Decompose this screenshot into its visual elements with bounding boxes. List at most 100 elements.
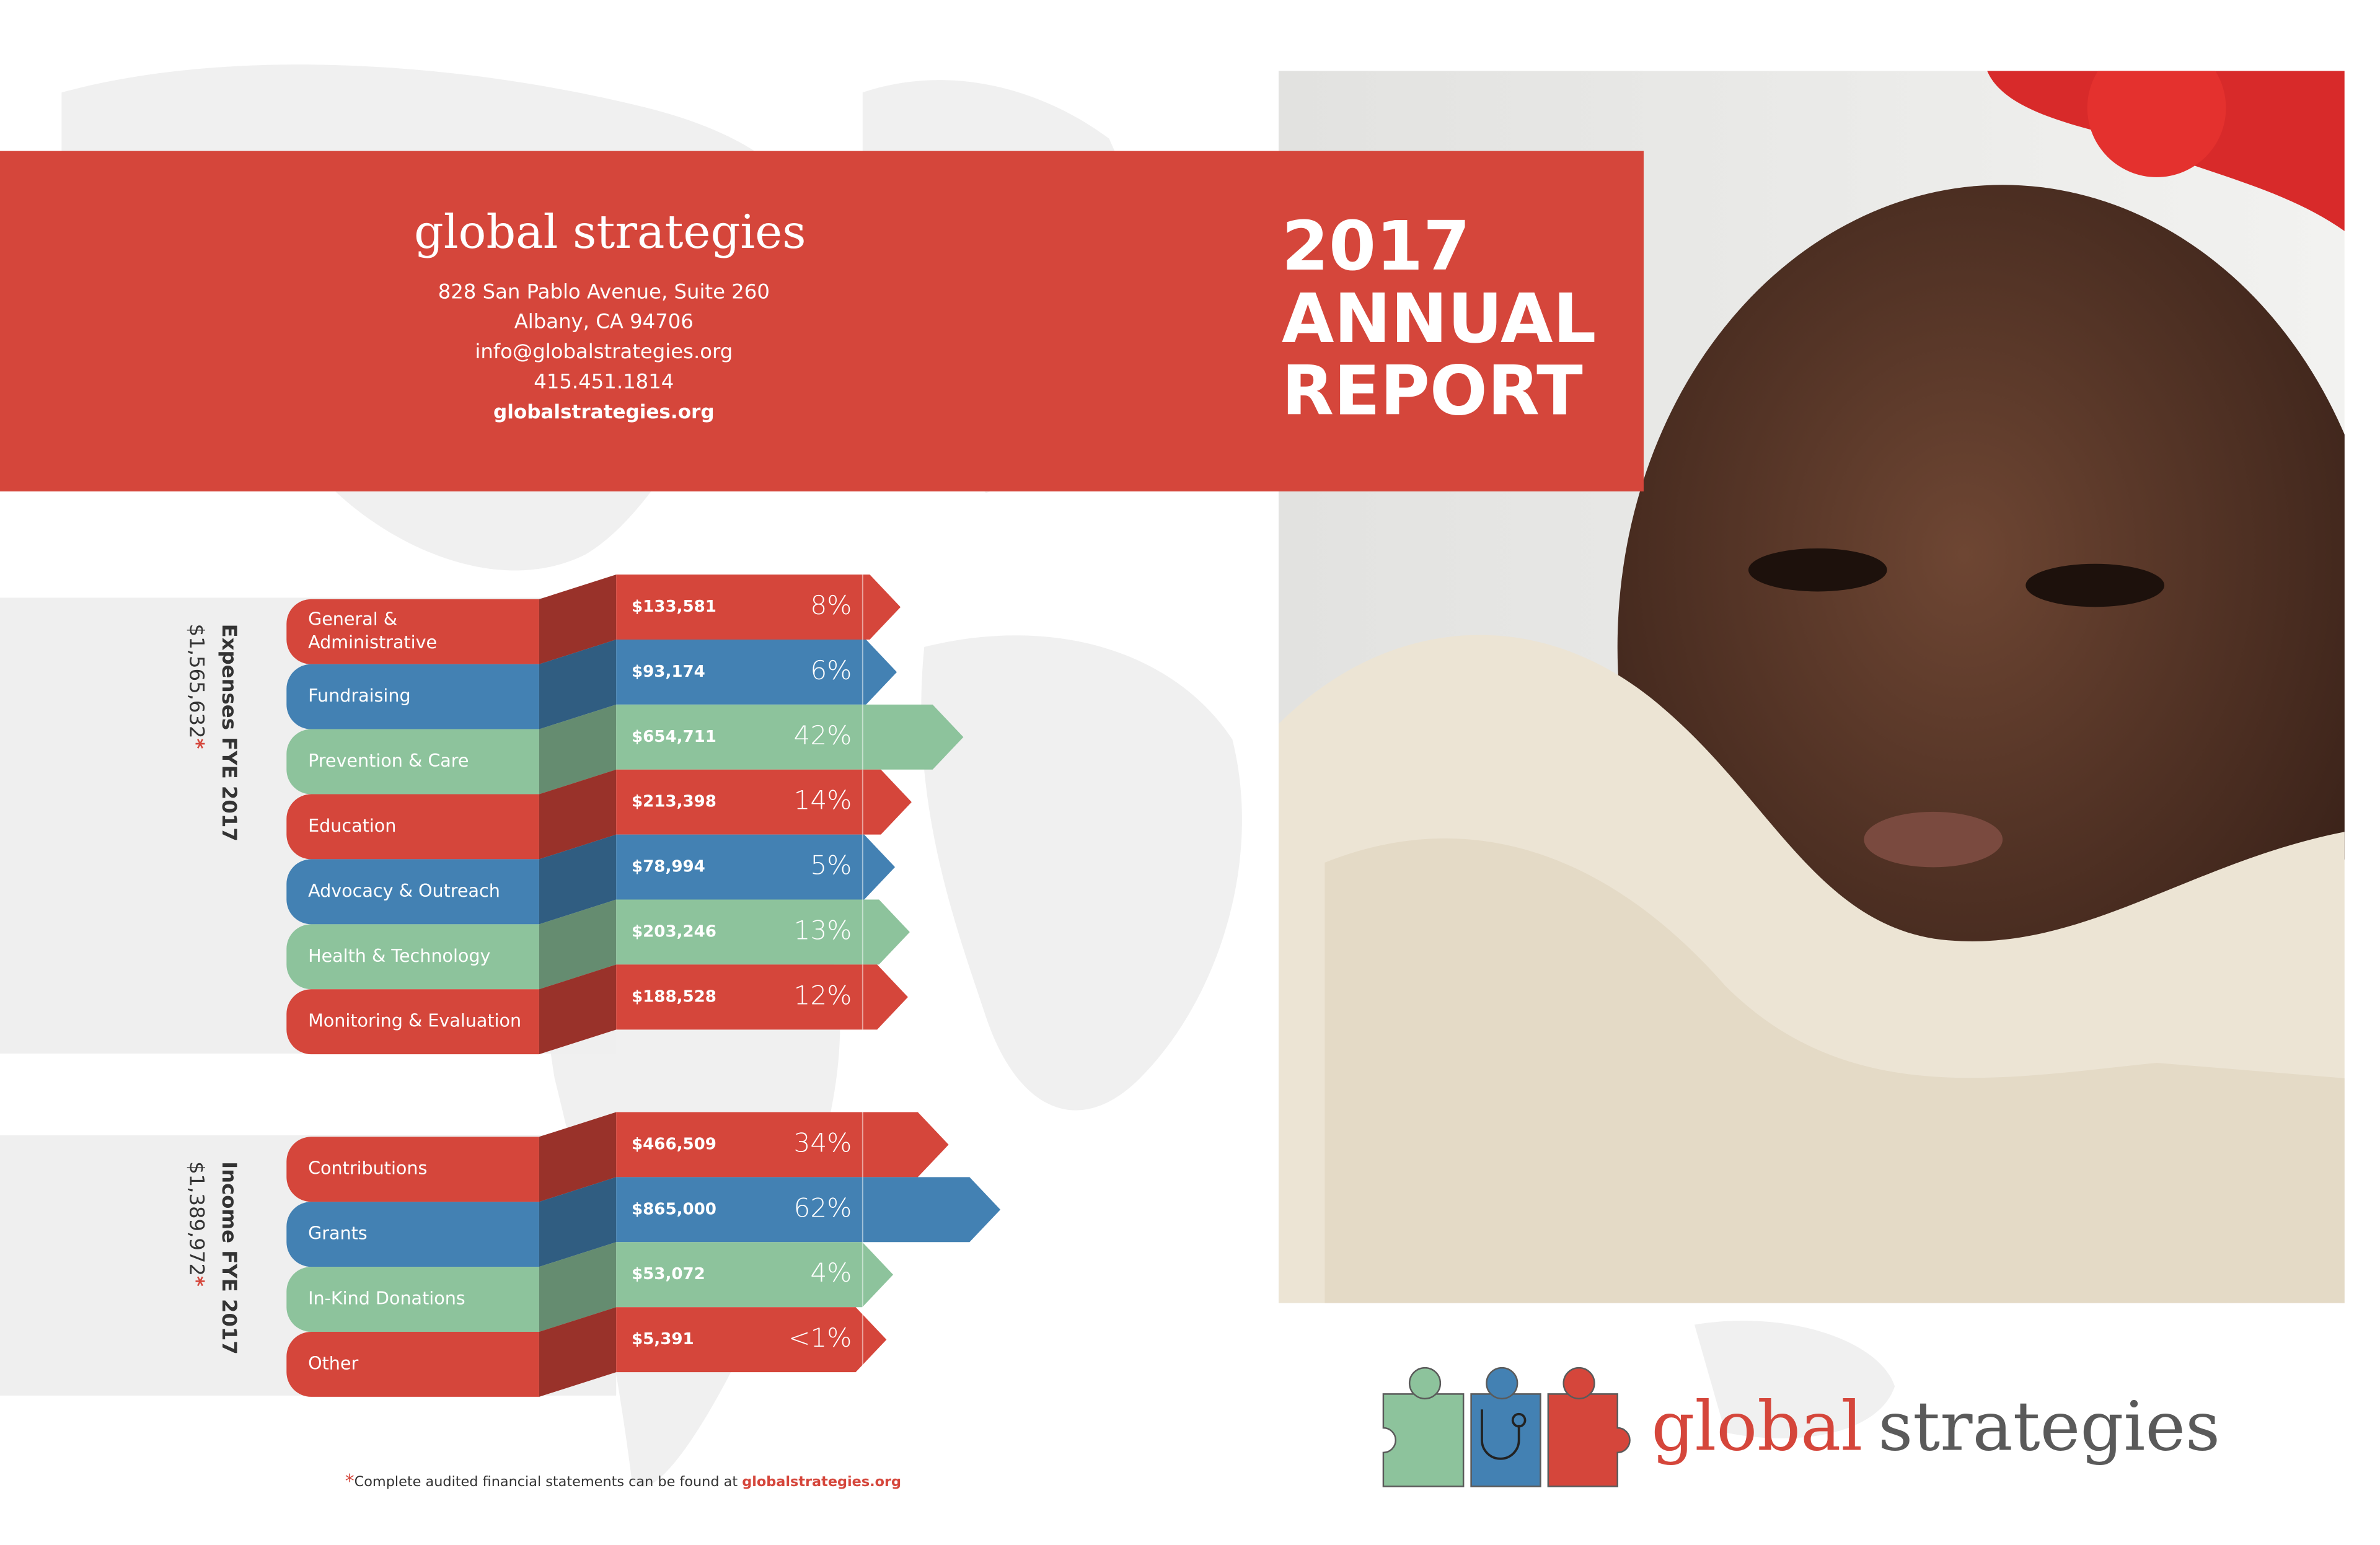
category-pill — [286, 924, 539, 990]
connector — [539, 640, 617, 729]
amount: $5,391 — [632, 1330, 694, 1349]
website: globalstrategies.org — [493, 401, 715, 423]
percent-label: 62% — [794, 1192, 852, 1223]
category-pill — [286, 599, 539, 664]
percent-arrow — [616, 1242, 894, 1308]
address: 828 San Pablo Avenue, Suite 260 Albany, C… — [438, 280, 770, 393]
connector-shade — [539, 1177, 617, 1267]
connector — [539, 574, 617, 664]
connector — [539, 1177, 617, 1267]
amount: $466,509 — [632, 1135, 716, 1153]
cover-title-line: ANNUAL — [1282, 279, 1596, 358]
address-line: info@globalstrategies.org — [475, 340, 733, 363]
percent-label: 34% — [794, 1127, 852, 1158]
cover-title-line: 2017 — [1282, 206, 1470, 286]
connector-shade — [539, 1112, 617, 1202]
connector — [539, 704, 617, 795]
category-pill — [286, 989, 539, 1055]
category-pill — [286, 1137, 539, 1202]
expenses-section: Expenses FYE 2017 $1,565,632* General &Adm… — [185, 574, 964, 1055]
percent-label: 12% — [794, 980, 852, 1010]
percent-arrow — [616, 1112, 949, 1177]
connector — [539, 899, 617, 990]
section-total-marker: * — [185, 739, 209, 749]
cover-title-line: REPORT — [1282, 351, 1583, 431]
address-line: 415.451.1814 — [534, 370, 674, 394]
percent-arrow — [616, 899, 910, 965]
category-name: Prevention & Care — [308, 750, 469, 771]
category-pill — [286, 729, 539, 795]
category-name: Contributions — [308, 1158, 427, 1179]
percent-label: <1% — [788, 1323, 852, 1353]
category-name: Education — [308, 815, 396, 836]
address-line: 828 San Pablo Avenue, Suite 260 — [438, 280, 770, 303]
logo-text: global strategies — [1651, 1387, 2220, 1466]
category-name: Grants — [308, 1223, 368, 1244]
category-pill — [286, 1202, 539, 1267]
section-title: Income FYE 2017 — [218, 1161, 241, 1355]
category-pill — [286, 794, 539, 860]
percent-label: 14% — [794, 785, 852, 816]
amount: $133,581 — [632, 597, 716, 616]
percent-arrow — [616, 640, 897, 705]
cover-photo — [1278, 71, 2345, 1303]
category-pill — [286, 664, 539, 729]
header-banner — [0, 151, 1644, 491]
percent-label: 42% — [794, 720, 852, 750]
category-name: Monitoring & Evaluation — [308, 1010, 521, 1031]
category-pill — [286, 859, 539, 925]
logo-mark — [1382, 1367, 1631, 1487]
connector — [539, 1242, 617, 1332]
category-name: Advocacy & Outreach — [308, 880, 500, 901]
percent-arrow — [616, 574, 901, 640]
section-total-value: $1,389,972 — [185, 1161, 209, 1276]
connector-shade — [539, 1307, 617, 1397]
percent-arrow — [616, 834, 896, 900]
percent-label: 8% — [810, 590, 852, 620]
amount: $188,528 — [632, 987, 716, 1006]
footnote: *Complete audited financial statements c… — [345, 1471, 901, 1492]
connector — [539, 834, 617, 925]
section-total: $1,389,972* — [185, 1161, 209, 1287]
connector — [539, 1307, 617, 1397]
category-name: Administrative — [308, 632, 437, 653]
percent-label: 5% — [810, 850, 852, 881]
section-total-marker: * — [185, 1276, 209, 1287]
percent-arrow — [616, 1307, 887, 1373]
section-total: $1,565,632* — [185, 624, 209, 749]
footnote-marker: * — [345, 1471, 355, 1492]
connector — [539, 769, 617, 860]
connector-shade — [539, 640, 617, 729]
amount: $93,174 — [632, 662, 705, 681]
amount: $78,994 — [632, 858, 705, 876]
address-line: Albany, CA 94706 — [514, 310, 694, 333]
section-total-value: $1,565,632 — [185, 624, 209, 739]
org-name: global strategies — [414, 205, 806, 259]
category-name: General & — [308, 609, 397, 630]
logo-word: strategies — [1878, 1387, 2220, 1466]
category-pill — [286, 1267, 539, 1332]
amount: $865,000 — [632, 1200, 716, 1218]
percent-label: 6% — [810, 655, 852, 685]
logo-word: global — [1651, 1387, 1862, 1466]
connector — [539, 1112, 617, 1202]
amount: $203,246 — [632, 922, 716, 941]
category-name: Fundraising — [308, 685, 411, 706]
category-name: In-Kind Donations — [308, 1288, 465, 1309]
footnote-link: globalstrategies.org — [742, 1474, 901, 1490]
category-name: Health & Technology — [308, 945, 490, 966]
amount: $53,072 — [632, 1265, 705, 1283]
percent-arrow — [616, 769, 912, 835]
connector — [539, 964, 617, 1055]
percent-arrow — [616, 964, 908, 1030]
amount: $654,711 — [632, 728, 716, 746]
footnote-text: Complete audited financial statements ca… — [355, 1474, 743, 1490]
section-title: Expenses FYE 2017 — [218, 624, 241, 842]
percent-arrow — [616, 1177, 1001, 1243]
connector-shade — [539, 964, 617, 1055]
connector-shade — [539, 899, 617, 990]
amount: $213,398 — [632, 793, 716, 811]
percent-label: 4% — [810, 1257, 852, 1288]
